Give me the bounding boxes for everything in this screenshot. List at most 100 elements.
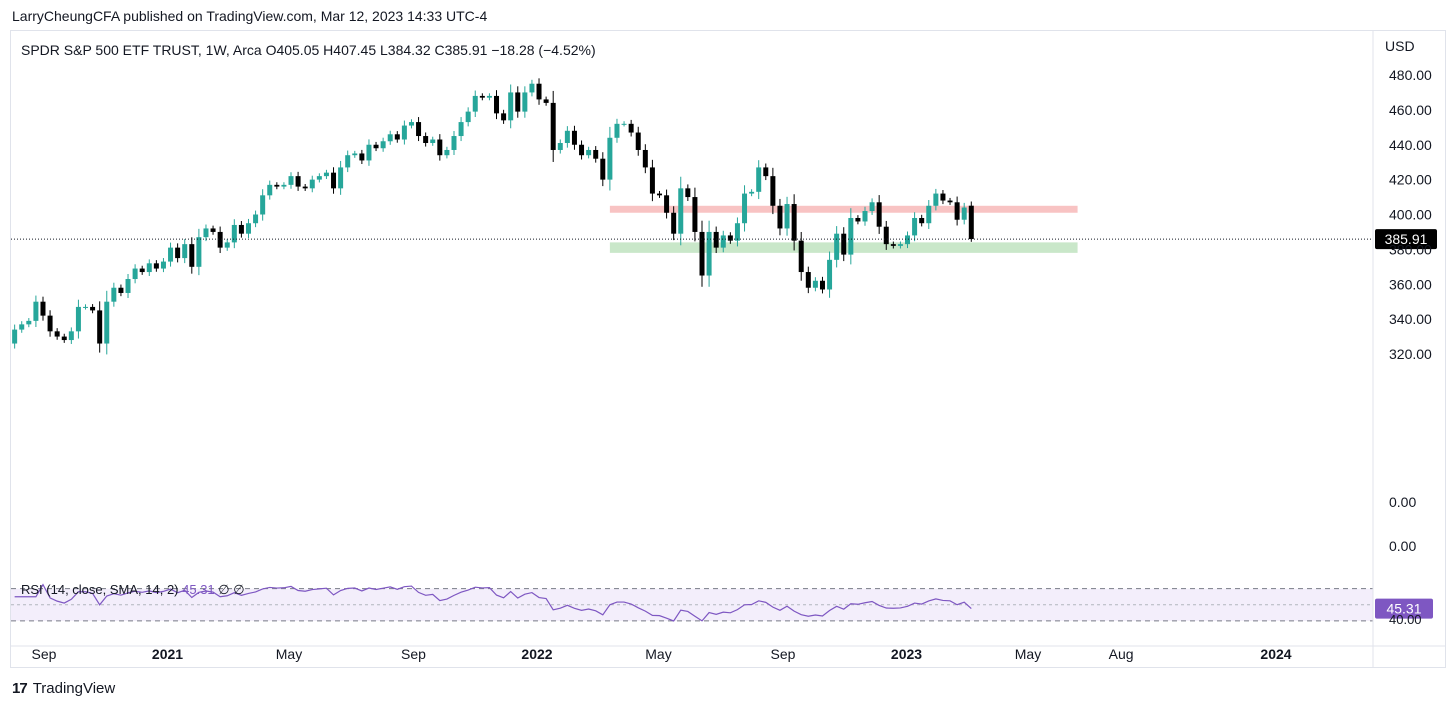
candle[interactable] — [501, 109, 507, 124]
candle[interactable] — [359, 149, 365, 165]
candle[interactable] — [919, 214, 925, 227]
candle[interactable] — [132, 264, 138, 284]
rsi-legend[interactable]: RSI (14, close, SMA, 14, 2) 45.31 ∅ ∅ — [21, 582, 245, 597]
candle[interactable] — [345, 150, 351, 173]
candle[interactable] — [777, 198, 783, 236]
candle[interactable] — [968, 201, 974, 242]
candle[interactable] — [678, 176, 684, 246]
candle[interactable] — [486, 93, 492, 101]
candle[interactable] — [564, 126, 570, 148]
candle[interactable] — [260, 189, 266, 221]
candle[interactable] — [926, 200, 932, 229]
candle[interactable] — [862, 206, 868, 226]
candle[interactable] — [699, 220, 705, 287]
candle[interactable] — [465, 107, 471, 127]
candle[interactable] — [111, 282, 117, 307]
candle[interactable] — [217, 226, 223, 254]
candle[interactable] — [791, 194, 797, 251]
candle[interactable] — [430, 136, 436, 146]
candle[interactable] — [550, 90, 556, 162]
candle[interactable] — [238, 221, 244, 238]
candle[interactable] — [54, 328, 60, 340]
candle[interactable] — [125, 273, 131, 298]
candle[interactable] — [274, 182, 280, 190]
candle[interactable] — [146, 259, 152, 276]
candle[interactable] — [727, 232, 733, 244]
candle[interactable] — [897, 241, 903, 249]
candle[interactable] — [742, 185, 748, 232]
candle[interactable] — [529, 79, 535, 97]
candle[interactable] — [416, 117, 422, 142]
candle[interactable] — [83, 304, 89, 310]
candle[interactable] — [118, 284, 124, 297]
candle[interactable] — [90, 304, 96, 314]
candle[interactable] — [423, 132, 429, 147]
candle[interactable] — [827, 251, 833, 298]
candle[interactable] — [309, 175, 315, 193]
candle[interactable] — [621, 121, 627, 127]
candle[interactable] — [316, 173, 322, 183]
candle[interactable] — [182, 239, 188, 264]
candle[interactable] — [323, 169, 329, 179]
candle[interactable] — [522, 86, 528, 118]
candle[interactable] — [288, 172, 294, 189]
candle[interactable] — [139, 265, 145, 275]
candle[interactable] — [387, 130, 393, 145]
candle[interactable] — [245, 218, 251, 238]
candle[interactable] — [905, 231, 911, 249]
candle[interactable] — [97, 301, 103, 353]
candle[interactable] — [338, 160, 344, 195]
candle[interactable] — [281, 182, 287, 190]
candle[interactable] — [819, 276, 825, 294]
candle[interactable] — [579, 140, 585, 160]
candle[interactable] — [231, 219, 237, 249]
brand-footer[interactable]: 17 TradingView — [12, 680, 115, 697]
candle[interactable] — [593, 146, 599, 163]
candle[interactable] — [224, 239, 230, 251]
candle[interactable] — [160, 258, 166, 273]
candle[interactable] — [848, 208, 854, 265]
candle[interactable] — [706, 220, 712, 287]
candle[interactable] — [770, 167, 776, 215]
candle[interactable] — [203, 224, 209, 242]
candle[interactable] — [805, 266, 811, 294]
candle[interactable] — [175, 243, 181, 263]
candle[interactable] — [692, 187, 698, 242]
candle[interactable] — [720, 230, 726, 253]
candle[interactable] — [798, 231, 804, 281]
candle[interactable] — [664, 189, 670, 219]
candle[interactable] — [408, 119, 414, 129]
candle[interactable] — [394, 131, 400, 143]
symbol-legend[interactable]: SPDR S&P 500 ETF TRUST, 1W, Arca O405.05… — [21, 42, 596, 58]
candle[interactable] — [947, 197, 953, 205]
candle[interactable] — [373, 141, 379, 152]
candle[interactable] — [302, 183, 308, 191]
candle[interactable] — [586, 146, 592, 159]
candle[interactable] — [571, 125, 577, 150]
candle[interactable] — [713, 226, 719, 254]
candle[interactable] — [508, 84, 514, 129]
candle[interactable] — [841, 227, 847, 262]
candle[interactable] — [153, 260, 159, 272]
rsi-line[interactable] — [14, 583, 972, 622]
candle[interactable] — [331, 167, 337, 194]
candle[interactable] — [784, 196, 790, 236]
candle[interactable] — [749, 189, 755, 197]
candle[interactable] — [642, 144, 648, 174]
candle[interactable] — [812, 277, 818, 292]
candle[interactable] — [380, 137, 386, 152]
candle[interactable] — [75, 299, 81, 339]
candle[interactable] — [68, 327, 74, 344]
resistance-zone[interactable] — [609, 205, 1078, 213]
candle[interactable] — [494, 90, 500, 120]
candle[interactable] — [189, 237, 195, 274]
candle[interactable] — [671, 206, 677, 241]
candle[interactable] — [855, 215, 861, 225]
candle[interactable] — [869, 198, 875, 215]
candle[interactable] — [557, 139, 563, 154]
candle[interactable] — [635, 126, 641, 156]
candle[interactable] — [458, 117, 464, 142]
candle[interactable] — [734, 217, 740, 247]
candle[interactable] — [961, 202, 967, 225]
candle[interactable] — [954, 196, 960, 226]
